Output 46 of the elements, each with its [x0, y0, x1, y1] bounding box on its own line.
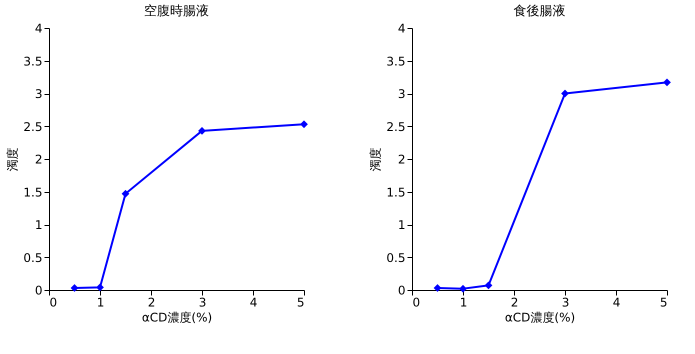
y-tick-label: 2.5: [386, 120, 406, 134]
x-tick-label: 1: [96, 296, 104, 310]
x-tick-label: 4: [612, 296, 620, 310]
x-axis-title: αCD濃度(%): [504, 310, 576, 324]
x-tick-label: 5: [296, 296, 304, 310]
y-tick-label: 1: [34, 218, 42, 232]
y-tick-label: 0.5: [23, 250, 42, 265]
chart-title: 食後腸液: [514, 4, 566, 19]
y-tick-label: 3.5: [23, 54, 42, 68]
y-tick-label: 0: [34, 284, 42, 298]
y-tick-label: 4: [34, 22, 42, 36]
y-tick-label: 3: [34, 87, 42, 101]
point: [434, 284, 442, 292]
point: [96, 284, 104, 292]
y-tick-label: 1.5: [23, 185, 42, 200]
point: [663, 78, 671, 86]
x-tick-label: 3: [562, 296, 570, 310]
y-tick-label: 1.5: [386, 185, 406, 200]
y-tick-label: 3.5: [386, 54, 406, 68]
x-tick-label: 3: [198, 296, 206, 310]
x-tick-label: 0: [412, 296, 420, 310]
x-tick-label: 5: [660, 296, 668, 310]
point: [459, 284, 467, 293]
y-tick-label: 2: [398, 152, 406, 166]
point: [70, 284, 78, 292]
point: [198, 126, 206, 135]
point: [300, 120, 308, 128]
y-tick-label: 1: [398, 218, 406, 232]
x-axis-title: αCD濃度(%): [142, 310, 212, 324]
x-tick-label: 4: [250, 296, 258, 310]
x-tick-label: 2: [510, 296, 518, 310]
x-tick-label: 2: [148, 296, 156, 310]
y-tick-label: 0: [398, 284, 406, 298]
y-tick-label: 2.5: [23, 120, 42, 134]
y-axis-title: 濁度: [368, 148, 382, 172]
y-tick-label: 3: [398, 87, 406, 101]
chart-title: 空腹時腸液: [144, 4, 209, 19]
y-tick-label: 2: [34, 152, 42, 166]
y-axis-title: 濁度: [5, 148, 20, 172]
y-tick-label: 4: [398, 22, 406, 36]
y-tick-label: 0.5: [386, 250, 406, 265]
point: [561, 90, 569, 98]
x-tick-label: 1: [460, 296, 468, 310]
point: [122, 190, 130, 198]
x-tick-label: 0: [50, 296, 58, 310]
point: [484, 282, 492, 290]
